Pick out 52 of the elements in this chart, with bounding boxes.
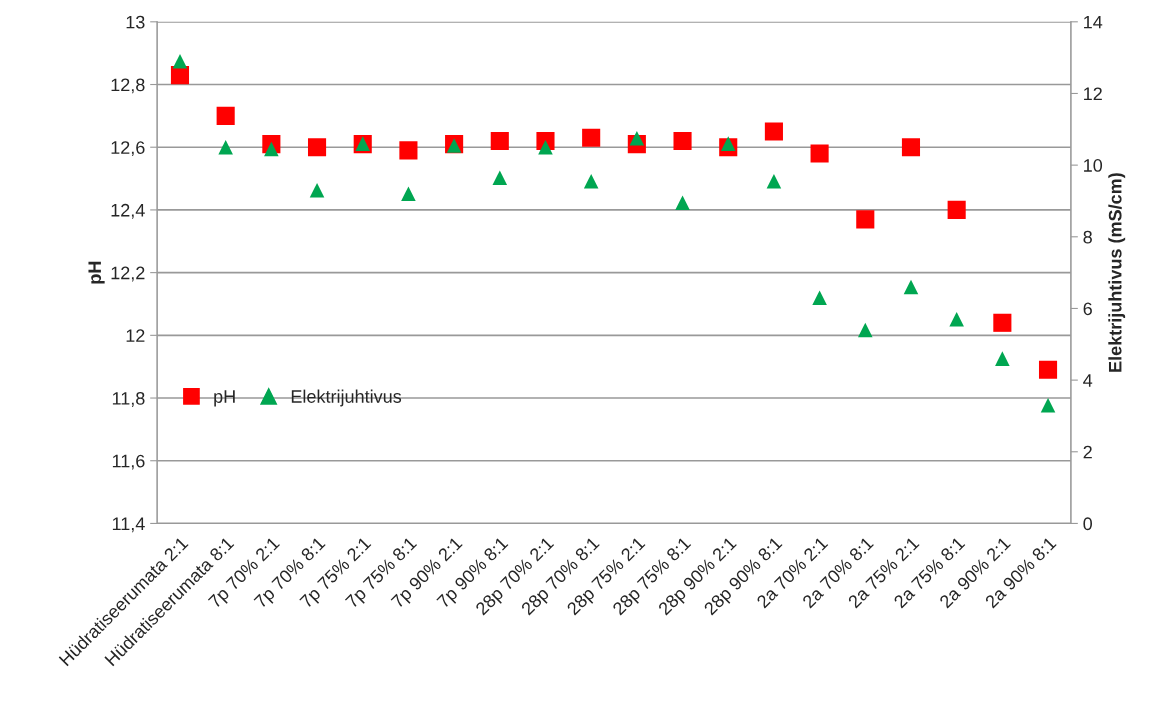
- point: [538, 139, 553, 155]
- point: [399, 141, 418, 160]
- point: [812, 290, 827, 305]
- point: [766, 173, 782, 189]
- y-tick-label: 11,4: [112, 517, 145, 533]
- y-tick-label: 12: [126, 329, 145, 342]
- y2-tick-label: 14: [1084, 15, 1103, 29]
- y2-tick-label: 2: [1083, 445, 1092, 459]
- point: [810, 144, 829, 163]
- point: [264, 141, 279, 157]
- point: [675, 195, 690, 211]
- y2-tick-label: 12: [1084, 87, 1102, 101]
- y2-tick-label: 4: [1083, 374, 1093, 387]
- y-tick-label: 11,8: [112, 391, 145, 407]
- y2-tick-label: 0: [1083, 517, 1093, 531]
- y-axis-title: pH: [88, 261, 105, 284]
- legend-label: Elektrijuhtivus: [291, 389, 402, 407]
- y2-tick-label: 8: [1083, 230, 1092, 244]
- point: [490, 131, 509, 150]
- point: [216, 106, 235, 125]
- point: [307, 138, 327, 157]
- y-tick-label: 12,8: [111, 78, 145, 94]
- point: [995, 351, 1010, 366]
- point: [858, 322, 873, 338]
- point: [720, 136, 736, 151]
- y2-tick-label: 10: [1084, 159, 1103, 172]
- point: [629, 130, 645, 146]
- point: [993, 313, 1012, 332]
- point: [309, 182, 325, 198]
- legend-label: pH: [214, 390, 235, 407]
- point: [1040, 397, 1056, 413]
- y-tick-label: 12,4: [111, 203, 145, 219]
- point: [903, 279, 919, 295]
- point: [949, 311, 964, 327]
- point: [492, 170, 508, 185]
- point: [218, 139, 233, 155]
- point: [856, 210, 875, 229]
- point: [901, 138, 921, 157]
- y-tick-label: 13: [126, 15, 145, 29]
- point: [673, 131, 692, 150]
- point: [947, 200, 966, 219]
- point: [764, 122, 783, 141]
- point: [401, 186, 416, 202]
- point: [172, 53, 188, 69]
- y2-tick-label: 6: [1083, 302, 1092, 316]
- y-tick-label: 12,2: [111, 266, 145, 282]
- y2-axis-title: Elektrijuhtivus (mS/cm): [1108, 173, 1126, 372]
- point: [1038, 360, 1058, 379]
- point: [583, 173, 599, 189]
- y-tick-label: 12,6: [111, 141, 145, 157]
- point: [582, 128, 601, 147]
- y-tick-label: 11,6: [112, 454, 145, 470]
